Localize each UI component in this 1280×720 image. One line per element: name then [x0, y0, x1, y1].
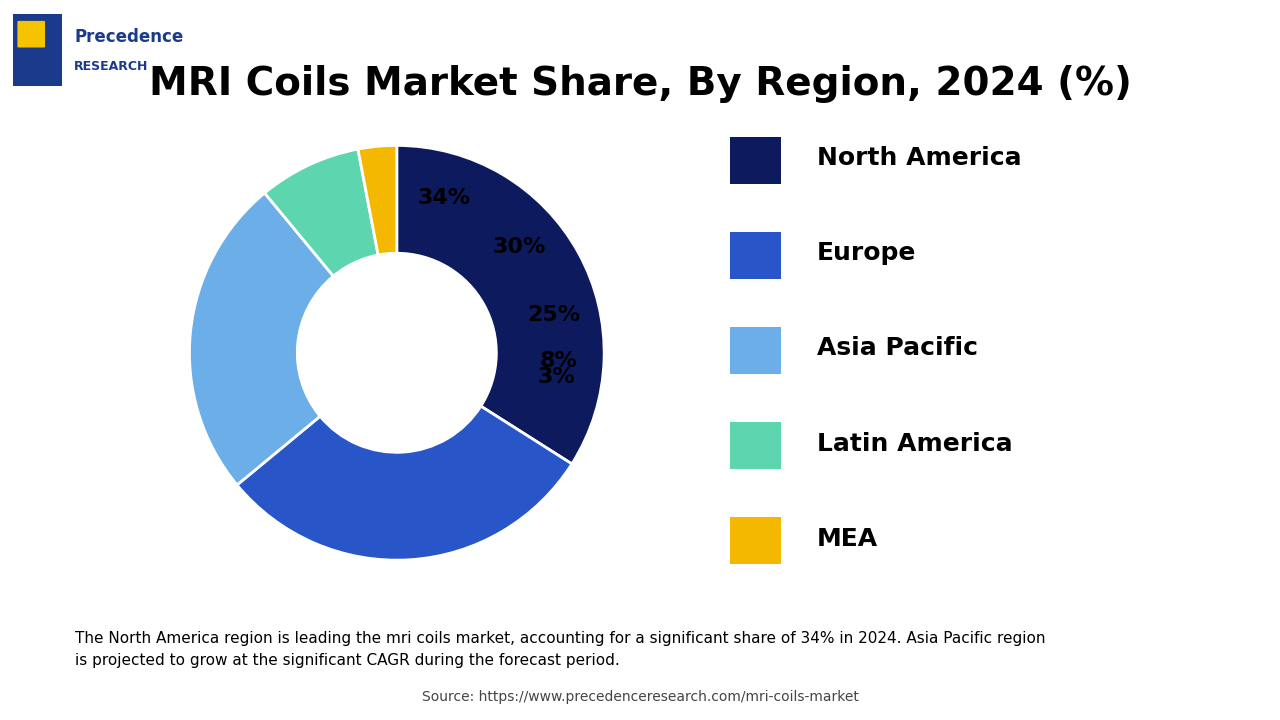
Text: Source: https://www.precedenceresearch.com/mri-coils-market: Source: https://www.precedenceresearch.c…	[421, 690, 859, 704]
FancyBboxPatch shape	[18, 21, 45, 48]
Text: Europe: Europe	[817, 241, 916, 266]
Text: 34%: 34%	[417, 188, 471, 208]
Text: 30%: 30%	[493, 237, 545, 257]
Text: 3%: 3%	[538, 366, 576, 387]
FancyBboxPatch shape	[730, 327, 781, 374]
Text: Precedence: Precedence	[74, 28, 183, 46]
Text: Latin America: Latin America	[817, 431, 1012, 456]
FancyBboxPatch shape	[730, 422, 781, 469]
Wedge shape	[237, 406, 572, 560]
Wedge shape	[397, 145, 604, 464]
FancyBboxPatch shape	[730, 232, 781, 279]
FancyBboxPatch shape	[730, 517, 781, 564]
Wedge shape	[358, 145, 397, 255]
Wedge shape	[189, 193, 333, 485]
Text: 8%: 8%	[539, 351, 577, 372]
FancyBboxPatch shape	[730, 137, 781, 184]
Text: Asia Pacific: Asia Pacific	[817, 336, 978, 361]
Text: The North America region is leading the mri coils market, accounting for a signi: The North America region is leading the …	[74, 631, 1046, 668]
Text: MEA: MEA	[817, 526, 878, 551]
Wedge shape	[265, 149, 378, 276]
Text: North America: North America	[817, 146, 1021, 171]
Text: 25%: 25%	[527, 305, 581, 325]
FancyBboxPatch shape	[13, 14, 61, 86]
Text: MRI Coils Market Share, By Region, 2024 (%): MRI Coils Market Share, By Region, 2024 …	[148, 65, 1132, 103]
Text: RESEARCH: RESEARCH	[74, 60, 148, 73]
